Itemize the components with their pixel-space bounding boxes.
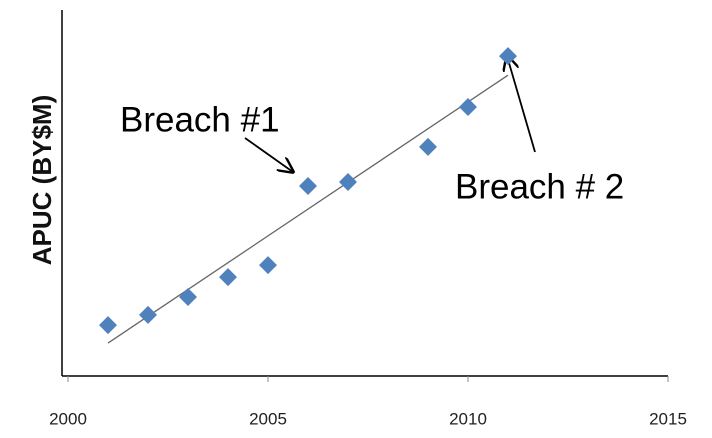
x-tick-label: 2010 [449,409,487,428]
annotation-arrow [507,56,536,153]
x-tick-label: 2015 [649,409,687,428]
point [179,287,197,306]
x-tick-label: 2000 [49,409,87,428]
point [219,268,237,287]
point [499,47,517,66]
point [99,316,117,335]
point [419,137,437,156]
annotation: Breach # 2 [455,167,624,206]
point [459,97,477,116]
annotation: Breach #1 [120,100,280,139]
point [259,256,277,275]
annotation-arrow [244,137,293,172]
point [139,305,157,324]
point [299,177,317,196]
point [339,173,357,192]
y-axis-label: APUC (BY$M) [27,95,57,265]
trendline [107,74,509,344]
x-tick-label: 2005 [249,409,287,428]
